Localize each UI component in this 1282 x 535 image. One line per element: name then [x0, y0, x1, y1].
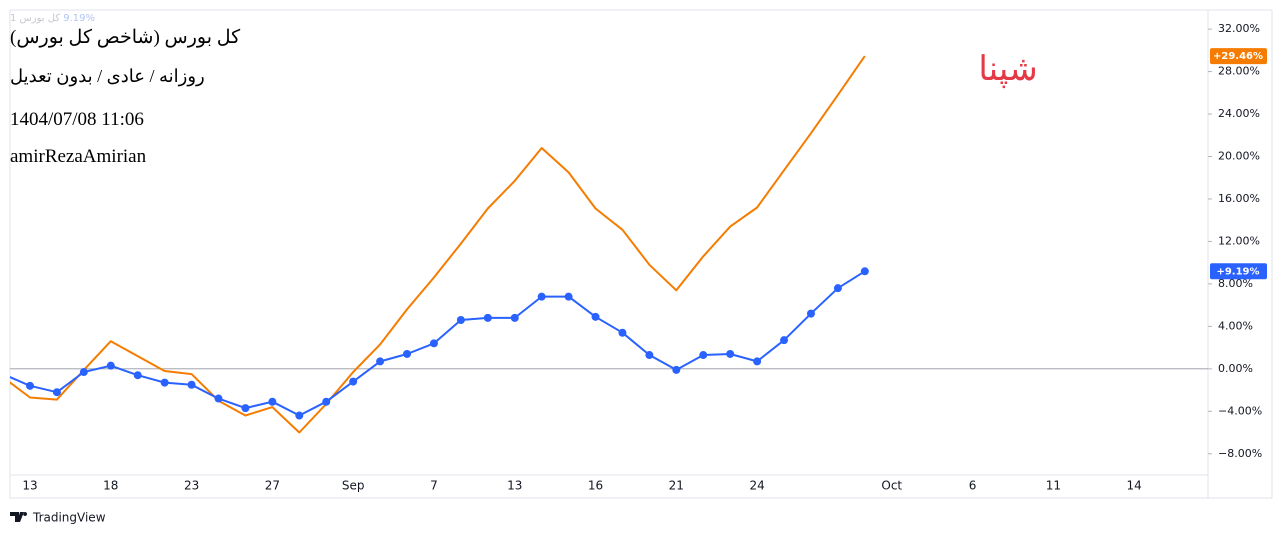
point	[510, 313, 519, 322]
point	[322, 397, 331, 406]
last-value-label: +9.19%	[1216, 266, 1259, 277]
point	[456, 316, 465, 324]
x-tick-label: 14	[1126, 479, 1141, 493]
point	[52, 388, 61, 397]
point	[564, 292, 573, 301]
subtitle: روزانه / عادی / بدون تعدیل	[10, 66, 205, 86]
chart-frame	[9, 9, 1273, 499]
x-tick-label: 18	[103, 479, 118, 493]
last-value-badge	[1210, 263, 1267, 280]
point	[214, 394, 223, 403]
watermark: شپنا	[978, 51, 1037, 89]
point	[618, 328, 627, 337]
point	[483, 313, 492, 322]
annotation: 1404/07/08 11:06	[10, 109, 144, 130]
x-tick-label: 21	[669, 479, 684, 493]
point	[160, 378, 169, 387]
point	[833, 284, 842, 293]
x-tick-label: 23	[184, 479, 199, 493]
legend: کل بورس 1 9.19%	[10, 13, 95, 24]
x-tick-label: 13	[507, 479, 522, 493]
x-tick-label: Sep	[342, 479, 365, 493]
plot-area	[0, 55, 1208, 434]
y-tick-label: 24.00%	[1218, 107, 1260, 120]
y-tick-label: 8.00%	[1218, 277, 1253, 290]
point	[537, 292, 546, 301]
logo: TradingView	[10, 511, 106, 525]
point	[268, 397, 277, 406]
y-tick-label: 32.00%	[1218, 22, 1260, 35]
y-tick-label: 16.00%	[1218, 192, 1260, 205]
point	[241, 404, 250, 413]
x-tick-label: 6	[969, 479, 977, 493]
point	[26, 381, 34, 390]
y-tick-label: 0.00%	[1218, 362, 1253, 375]
point	[133, 371, 142, 380]
point	[0, 370, 7, 378]
point	[349, 377, 358, 386]
x-tick-label: 13	[22, 479, 37, 493]
point	[645, 351, 654, 360]
x-tick-label: 27	[265, 479, 280, 493]
point	[806, 309, 815, 318]
y-tick-label: 20.00%	[1218, 150, 1260, 163]
legend-change: 9.19%	[63, 13, 96, 24]
last-value-label: +29.46%	[1213, 51, 1263, 62]
point	[860, 267, 869, 276]
y-tick-label: 4.00%	[1218, 319, 1253, 332]
y-tick-label: −8.00%	[1218, 447, 1262, 460]
point	[429, 339, 438, 348]
x-tick-label: 7	[430, 479, 438, 493]
axes: −8.00% −4.00% 0.00% 4.00% 8.00% 12.00% 16.00% 2…	[22, 22, 1267, 493]
title: کل بورس (شاخص کل بورس)	[10, 27, 241, 48]
point	[403, 349, 412, 358]
point	[591, 312, 600, 321]
x-tick-label: 16	[588, 479, 603, 493]
point	[699, 351, 708, 360]
point	[79, 368, 88, 377]
y-tick-label: −4.00%	[1218, 404, 1262, 417]
point	[753, 357, 762, 366]
point	[726, 349, 735, 358]
point	[780, 336, 789, 345]
point	[376, 357, 385, 366]
x-tick-label: 11	[1046, 479, 1061, 493]
last-value-badge	[1210, 48, 1267, 65]
y-tick-label: 28.00%	[1218, 65, 1260, 78]
point	[106, 361, 115, 370]
x-tick-label: 24	[749, 479, 764, 493]
series-line	[10, 55, 866, 434]
point	[187, 380, 196, 389]
annotation: amirRezaAmirian	[10, 146, 147, 167]
x-tick-label: Oct	[881, 479, 902, 493]
point	[295, 411, 304, 420]
legend-symbol: کل بورس 1	[10, 13, 61, 24]
logo-mark	[10, 512, 28, 522]
y-tick-label: 12.00%	[1218, 234, 1260, 247]
point	[672, 365, 681, 374]
footer: TradingView	[32, 511, 106, 525]
